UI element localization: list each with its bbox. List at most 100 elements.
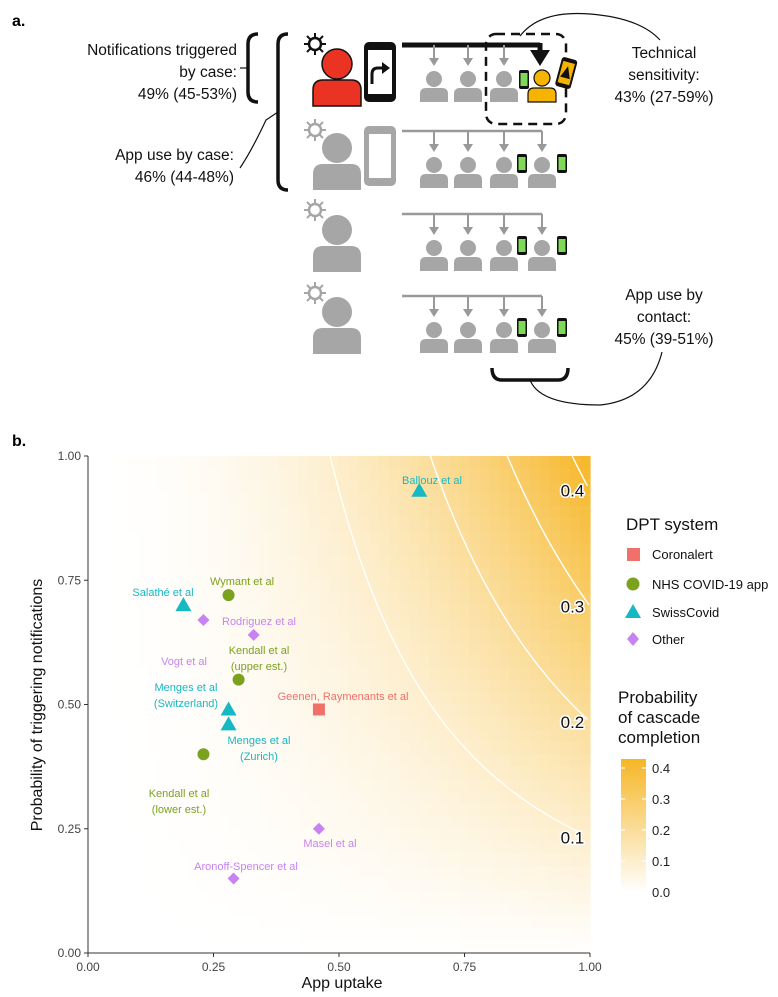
heatmap-cell bbox=[499, 629, 511, 643]
heatmap-cell bbox=[519, 878, 531, 892]
point-label-line: Aronoff-Spencer et al bbox=[194, 861, 298, 873]
heatmap-cell bbox=[298, 480, 310, 494]
heatmap-cell bbox=[479, 542, 491, 557]
heatmap-cell bbox=[198, 716, 210, 730]
heatmap-cell bbox=[88, 766, 99, 780]
heatmap-cell bbox=[218, 791, 230, 805]
data-point-circle bbox=[222, 589, 235, 602]
heatmap-cell bbox=[188, 456, 200, 470]
heatmap-cell bbox=[108, 505, 119, 519]
heatmap-cell bbox=[559, 816, 571, 830]
heatmap-cell bbox=[359, 866, 370, 880]
heatmap-cell bbox=[399, 729, 410, 743]
heatmap-cell bbox=[218, 878, 230, 892]
heatmap-cell bbox=[459, 679, 471, 693]
heatmap-cell bbox=[439, 729, 451, 743]
heatmap-cell bbox=[98, 592, 109, 606]
heatmap-cell bbox=[268, 555, 280, 569]
heatmap-cell bbox=[559, 841, 571, 855]
heatmap-cell bbox=[298, 890, 310, 904]
heatmap-cell bbox=[459, 791, 471, 805]
heatmap-cell bbox=[509, 878, 521, 892]
heatmap-cell bbox=[258, 928, 270, 942]
heatmap-cell bbox=[429, 654, 440, 668]
heatmap-cell bbox=[539, 803, 551, 817]
heatmap-cell bbox=[178, 468, 189, 482]
heatmap-cell bbox=[399, 828, 410, 842]
heatmap-cell bbox=[288, 928, 300, 942]
heatmap-cell bbox=[298, 555, 310, 569]
heatmap-cell bbox=[469, 617, 481, 631]
heatmap-cell bbox=[479, 704, 491, 718]
heatmap-cell bbox=[208, 803, 220, 817]
heatmap-cell bbox=[349, 716, 360, 730]
heatmap-cell bbox=[208, 605, 220, 619]
heatmap-cell bbox=[419, 542, 430, 557]
heatmap-cell bbox=[158, 841, 169, 855]
connector-app-use-case bbox=[239, 111, 279, 169]
heatmap-cell bbox=[509, 505, 521, 519]
heatmap-cell bbox=[118, 468, 129, 482]
heatmap-cell bbox=[389, 766, 400, 780]
heatmap-cell bbox=[519, 866, 531, 880]
heatmap-cell bbox=[489, 642, 501, 656]
heatmap-cell bbox=[158, 766, 169, 780]
heatmap-cell bbox=[118, 704, 129, 718]
heatmap-cell bbox=[148, 667, 159, 681]
heatmap-cell bbox=[529, 890, 541, 904]
heatmap-cell bbox=[168, 654, 179, 668]
point-label: Masel et al bbox=[303, 838, 356, 850]
heatmap-cell bbox=[349, 890, 360, 904]
heatmap-cell bbox=[308, 592, 320, 606]
heatmap-cell bbox=[559, 803, 571, 817]
heatmap-cell bbox=[138, 580, 149, 594]
heatmap-cell bbox=[88, 754, 99, 768]
heatmap-cell bbox=[369, 766, 380, 780]
heatmap-cell bbox=[489, 729, 501, 743]
heatmap-cell bbox=[519, 754, 531, 768]
heatmap-cell bbox=[258, 505, 270, 519]
heatmap-cell bbox=[529, 816, 541, 830]
heatmap-cell bbox=[519, 741, 531, 755]
heatmap-cell bbox=[439, 779, 451, 793]
heatmap-cell bbox=[88, 542, 99, 557]
heatmap-cell bbox=[198, 592, 210, 606]
heatmap-cell bbox=[258, 692, 270, 706]
heatmap-cell bbox=[308, 480, 320, 494]
heatmap-cell bbox=[238, 580, 250, 594]
heatmap-cell bbox=[298, 592, 310, 606]
heatmap-cell bbox=[379, 493, 390, 507]
heatmap-cell bbox=[238, 828, 250, 842]
heatmap-cell bbox=[278, 841, 290, 855]
heatmap-cell bbox=[519, 779, 531, 793]
heatmap-cell bbox=[118, 679, 129, 693]
heatmap-cell bbox=[459, 716, 471, 730]
heatmap-cell bbox=[469, 716, 481, 730]
heatmap-cell bbox=[288, 915, 300, 929]
heatmap-cell bbox=[148, 803, 159, 817]
heatmap-cell bbox=[339, 567, 350, 581]
heatmap-cell bbox=[298, 518, 310, 532]
heatmap-cell bbox=[399, 530, 410, 544]
heatmap-cell bbox=[559, 866, 571, 880]
heatmap-cell bbox=[439, 915, 451, 929]
heatmap-cell bbox=[288, 642, 300, 656]
heatmap-cell bbox=[328, 518, 340, 532]
heatmap-cell bbox=[228, 816, 240, 830]
heatmap-cell bbox=[118, 741, 129, 755]
heatmap-cell bbox=[549, 766, 561, 780]
heatmap-cell bbox=[188, 567, 200, 581]
heatmap-cell bbox=[369, 803, 380, 817]
heatmap-cell bbox=[138, 505, 149, 519]
heatmap-cell bbox=[399, 629, 410, 643]
heatmap-cell bbox=[208, 940, 220, 954]
heatmap-cell bbox=[288, 866, 300, 880]
heatmap-cell bbox=[509, 555, 521, 569]
heatmap-cell bbox=[489, 654, 501, 668]
heatmap-cell bbox=[248, 841, 260, 855]
heatmap-cell bbox=[328, 940, 340, 954]
heatmap-cell bbox=[549, 704, 561, 718]
heatmap-cell bbox=[509, 480, 521, 494]
heatmap-cell bbox=[178, 580, 189, 594]
heatmap-cell bbox=[519, 580, 531, 594]
